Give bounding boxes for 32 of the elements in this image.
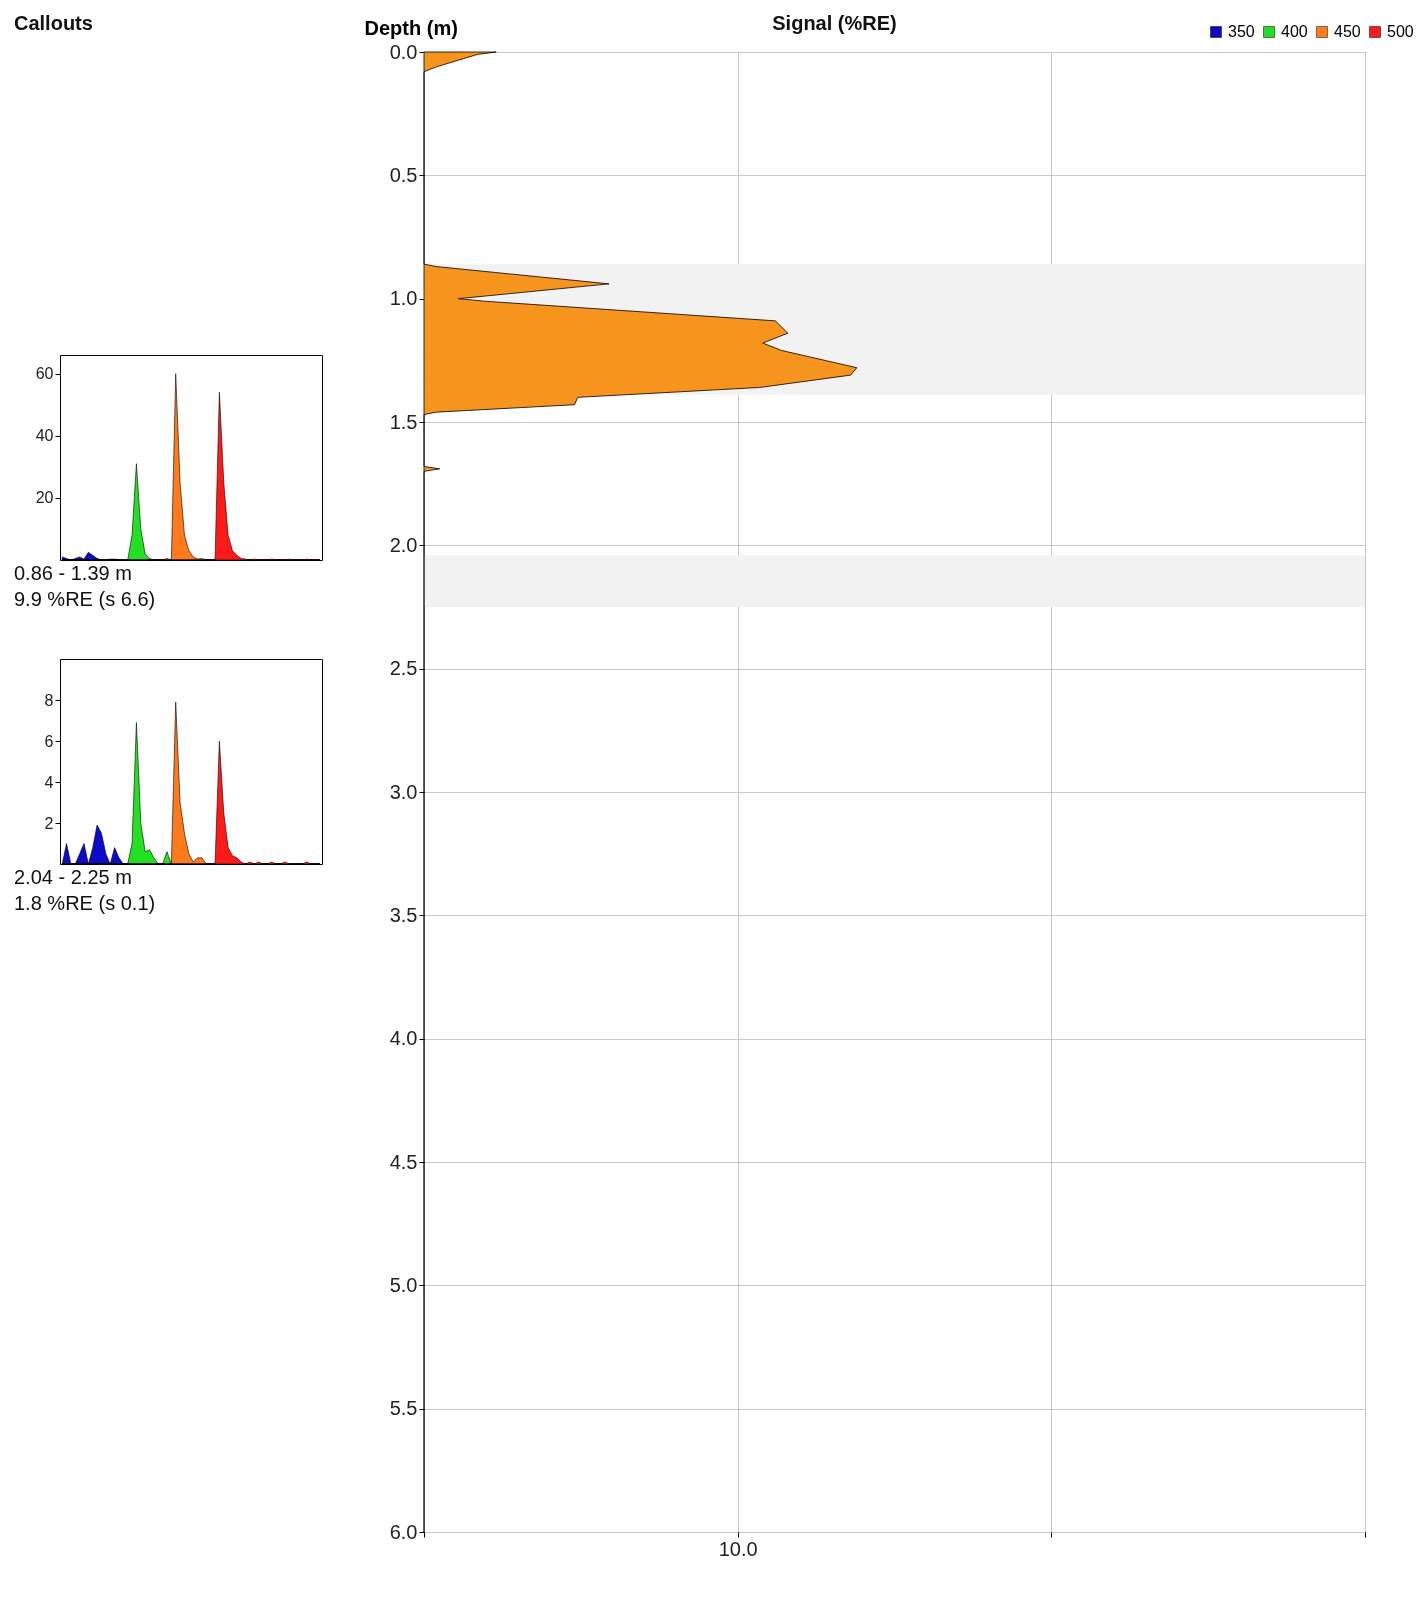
y-tick-label: 1.0 xyxy=(389,287,418,310)
y-tick-label: 3.0 xyxy=(389,780,418,803)
y-tick-label: 2 xyxy=(44,814,54,832)
legend-label: 450 xyxy=(1334,23,1361,40)
y-tick-label: 4 xyxy=(44,773,54,791)
legend-label: 350 xyxy=(1228,23,1255,40)
y-tick-label: 5.0 xyxy=(389,1273,418,1296)
y-tick-label: 3.5 xyxy=(389,903,418,926)
x-axis-title: Signal (%RE) xyxy=(772,12,897,34)
legend-label: 400 xyxy=(1281,23,1308,40)
x-tick-label: 10.0 xyxy=(718,1537,758,1560)
y-tick-label: 4.5 xyxy=(389,1150,418,1173)
y-tick-label: 40 xyxy=(35,427,54,445)
y-tick-label: 2.5 xyxy=(389,657,418,680)
y-tick-label: 6.0 xyxy=(389,1520,418,1543)
y-tick-label: 0.0 xyxy=(389,40,418,63)
text: 2.04 - 2.25 m xyxy=(14,866,132,888)
legend-label: 500 xyxy=(1387,23,1414,40)
y-tick-label: 60 xyxy=(35,365,54,383)
chart-title: Callouts xyxy=(14,12,93,34)
y-tick-label: 5.5 xyxy=(389,1397,418,1420)
text: 9.9 %RE (s 6.6) xyxy=(14,588,156,610)
text: 1.8 %RE (s 0.1) xyxy=(14,892,156,914)
y-tick-label: 1.5 xyxy=(389,410,418,433)
y-tick-label: 8 xyxy=(44,691,54,709)
y-tick-label: 2.0 xyxy=(389,533,418,556)
text: 0.86 - 1.39 m xyxy=(14,562,132,584)
y-tick-label: 6 xyxy=(44,732,54,750)
y-axis-title: Depth (m) xyxy=(364,16,458,39)
y-tick-label: 4.0 xyxy=(389,1027,418,1050)
y-tick-label: 0.5 xyxy=(389,163,418,186)
y-tick-label: 20 xyxy=(35,489,54,507)
